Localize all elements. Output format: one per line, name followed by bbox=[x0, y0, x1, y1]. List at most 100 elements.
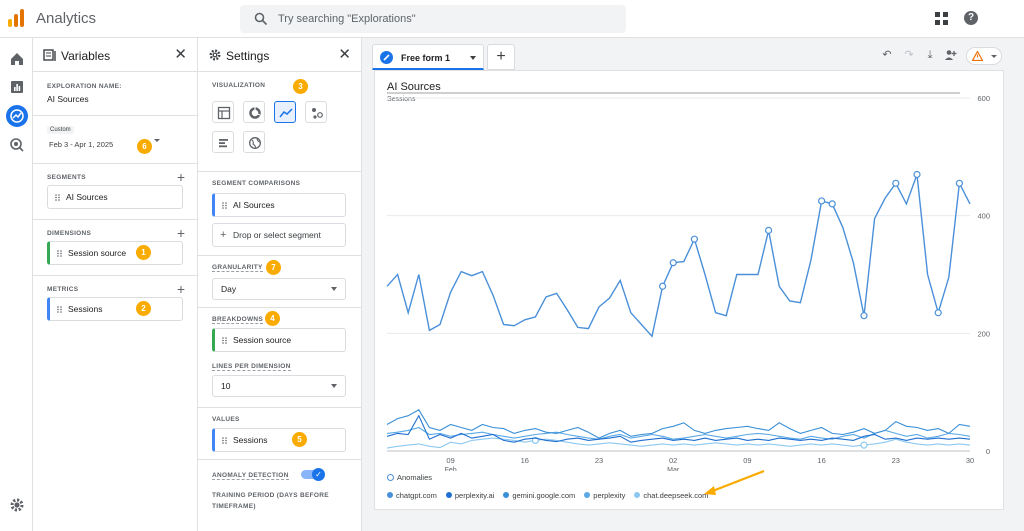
legend-item[interactable]: perplexity.ai bbox=[445, 491, 494, 500]
drag-handle-icon[interactable] bbox=[222, 437, 227, 444]
admin-gear-icon[interactable] bbox=[8, 496, 26, 514]
insights-warning-button[interactable] bbox=[966, 47, 1002, 65]
legend-label: chatgpt.com bbox=[396, 491, 437, 500]
analytics-logo[interactable] bbox=[8, 9, 26, 27]
anomaly-point bbox=[818, 197, 826, 205]
tab-free-form-1[interactable]: Free form 1 bbox=[372, 44, 484, 70]
viz-scatter-button[interactable] bbox=[305, 101, 327, 123]
drag-handle-icon[interactable] bbox=[55, 194, 60, 201]
dimensions-section: DIMENSIONS + Session source 1 bbox=[33, 220, 197, 276]
viz-table-button[interactable] bbox=[212, 101, 234, 123]
pencil-icon bbox=[380, 51, 393, 64]
viz-line-button[interactable] bbox=[274, 101, 296, 123]
step-badge-1: 1 bbox=[136, 245, 151, 260]
chevron-down-icon bbox=[331, 384, 337, 388]
add-segment-icon[interactable]: + bbox=[176, 169, 185, 185]
series-line-perplexity bbox=[386, 426, 971, 440]
reports-icon[interactable] bbox=[8, 78, 26, 96]
series-line-gemini-google-com bbox=[386, 409, 971, 439]
visualization-section: VISUALIZATION 3 bbox=[198, 72, 361, 172]
settings-header: Settings ✕ bbox=[198, 38, 361, 72]
line-chart[interactable]: 0 200 400 600 09 Feb 16 23 02 Mar 09 16 23 30 bbox=[375, 71, 1003, 471]
legend-dot-icon bbox=[634, 492, 641, 498]
anomaly-toggle[interactable]: ✓ bbox=[301, 468, 325, 481]
anomalies-legend: Anomalies bbox=[387, 473, 432, 482]
breakdowns-section: BREAKDOWNS 4 Session source LINES PER DI… bbox=[198, 308, 361, 408]
legend-label: gemini.google.com bbox=[512, 491, 576, 500]
lines-per-dimension-label: LINES PER DIMENSION bbox=[212, 363, 291, 371]
legend-label: perplexity bbox=[593, 491, 626, 500]
drop-segment-target[interactable]: + Drop or select segment bbox=[212, 223, 346, 247]
date-range[interactable]: Feb 3 - Apr 1, 2025 bbox=[49, 140, 114, 149]
series-line-chat-deepseek-com bbox=[386, 437, 971, 449]
tab-bar: Free form 1 + ↶ ↷ ⤓ bbox=[372, 44, 1004, 70]
dimension-chip-label: Session source bbox=[68, 248, 127, 258]
segment-chip[interactable]: AI Sources bbox=[47, 185, 183, 209]
apps-grid-icon[interactable] bbox=[935, 12, 948, 25]
drag-handle-icon[interactable] bbox=[222, 202, 227, 209]
variables-panel: Variables ✕ EXPLORATION NAME: AI Sources… bbox=[33, 38, 198, 531]
advertising-icon[interactable] bbox=[8, 136, 26, 154]
visualization-label: VISUALIZATION bbox=[212, 82, 266, 89]
search-box[interactable] bbox=[240, 5, 626, 33]
granularity-select[interactable]: Day bbox=[212, 278, 346, 300]
add-metric-icon[interactable]: + bbox=[176, 281, 185, 297]
redo-icon[interactable]: ↷ bbox=[904, 49, 914, 61]
granularity-value: Day bbox=[221, 284, 237, 294]
home-icon[interactable] bbox=[8, 50, 26, 68]
add-tab-button[interactable]: + bbox=[487, 44, 515, 70]
legend-item[interactable]: perplexity bbox=[584, 491, 625, 500]
search-input[interactable] bbox=[278, 9, 608, 29]
chart-y-axis-label: Sessions bbox=[387, 96, 416, 103]
warning-icon bbox=[972, 51, 983, 61]
step-badge-6: 6 bbox=[137, 139, 152, 154]
close-icon[interactable]: ✕ bbox=[338, 46, 351, 63]
breakdown-chip[interactable]: Session source bbox=[212, 328, 346, 352]
segments-label: SEGMENTS bbox=[47, 174, 86, 181]
viz-donut-button[interactable] bbox=[243, 101, 265, 123]
segment-comparison-label: AI Sources bbox=[233, 200, 275, 210]
date-range-section[interactable]: Custom Feb 3 - Apr 1, 2025 6 bbox=[33, 116, 197, 164]
app-title: Analytics bbox=[36, 10, 97, 27]
tab-menu-caret[interactable] bbox=[470, 56, 476, 60]
explore-icon[interactable] bbox=[6, 105, 28, 127]
metric-chip[interactable]: Sessions bbox=[47, 297, 183, 321]
date-custom-badge: Custom bbox=[47, 126, 74, 134]
segments-section: SEGMENTS + AI Sources bbox=[33, 164, 197, 220]
step-badge-5: 5 bbox=[292, 432, 307, 447]
anomaly-circle-icon bbox=[387, 474, 394, 481]
date-dropdown-caret[interactable] bbox=[154, 139, 160, 142]
anomaly-point bbox=[860, 312, 868, 320]
anomaly-point bbox=[913, 170, 921, 179]
exploration-name-input[interactable]: AI Sources bbox=[47, 94, 89, 104]
anomaly-point bbox=[765, 226, 773, 234]
legend-item[interactable]: gemini.google.com bbox=[503, 491, 575, 500]
help-icon[interactable]: ? bbox=[964, 11, 978, 25]
drag-handle-icon[interactable] bbox=[57, 306, 62, 313]
download-icon[interactable]: ⤓ bbox=[927, 49, 933, 61]
drag-handle-icon[interactable] bbox=[57, 250, 62, 257]
bar-chart-icon bbox=[219, 139, 228, 148]
legend-item[interactable]: chatgpt.com bbox=[387, 491, 437, 500]
plus-icon: + bbox=[220, 229, 227, 241]
annotation-arrow bbox=[704, 469, 765, 495]
close-icon[interactable]: ✕ bbox=[174, 46, 187, 63]
step-badge-4: 4 bbox=[265, 311, 280, 326]
dimension-chip[interactable]: Session source bbox=[47, 241, 183, 265]
series-line-chatgpt-com bbox=[386, 174, 971, 338]
segment-comparison-chip[interactable]: AI Sources bbox=[212, 193, 346, 217]
drag-handle-icon[interactable] bbox=[222, 337, 227, 344]
lines-per-dimension-select[interactable]: 10 bbox=[212, 375, 346, 397]
anomaly-point bbox=[669, 259, 677, 267]
viz-bar-button[interactable] bbox=[212, 131, 234, 153]
add-dimension-icon[interactable]: + bbox=[176, 225, 185, 241]
value-chip[interactable]: Sessions bbox=[212, 428, 346, 452]
legend-item[interactable]: chat.deepseek.com bbox=[634, 491, 708, 500]
x-tick-sublabel: Mar bbox=[667, 467, 680, 471]
anomalies-legend-label: Anomalies bbox=[397, 473, 433, 482]
metrics-section: METRICS + Sessions 2 bbox=[33, 276, 197, 332]
viz-geo-button[interactable] bbox=[243, 131, 265, 153]
value-chip-label: Sessions bbox=[233, 435, 268, 445]
share-user-icon[interactable] bbox=[944, 48, 958, 62]
undo-icon[interactable]: ↶ bbox=[882, 49, 892, 61]
